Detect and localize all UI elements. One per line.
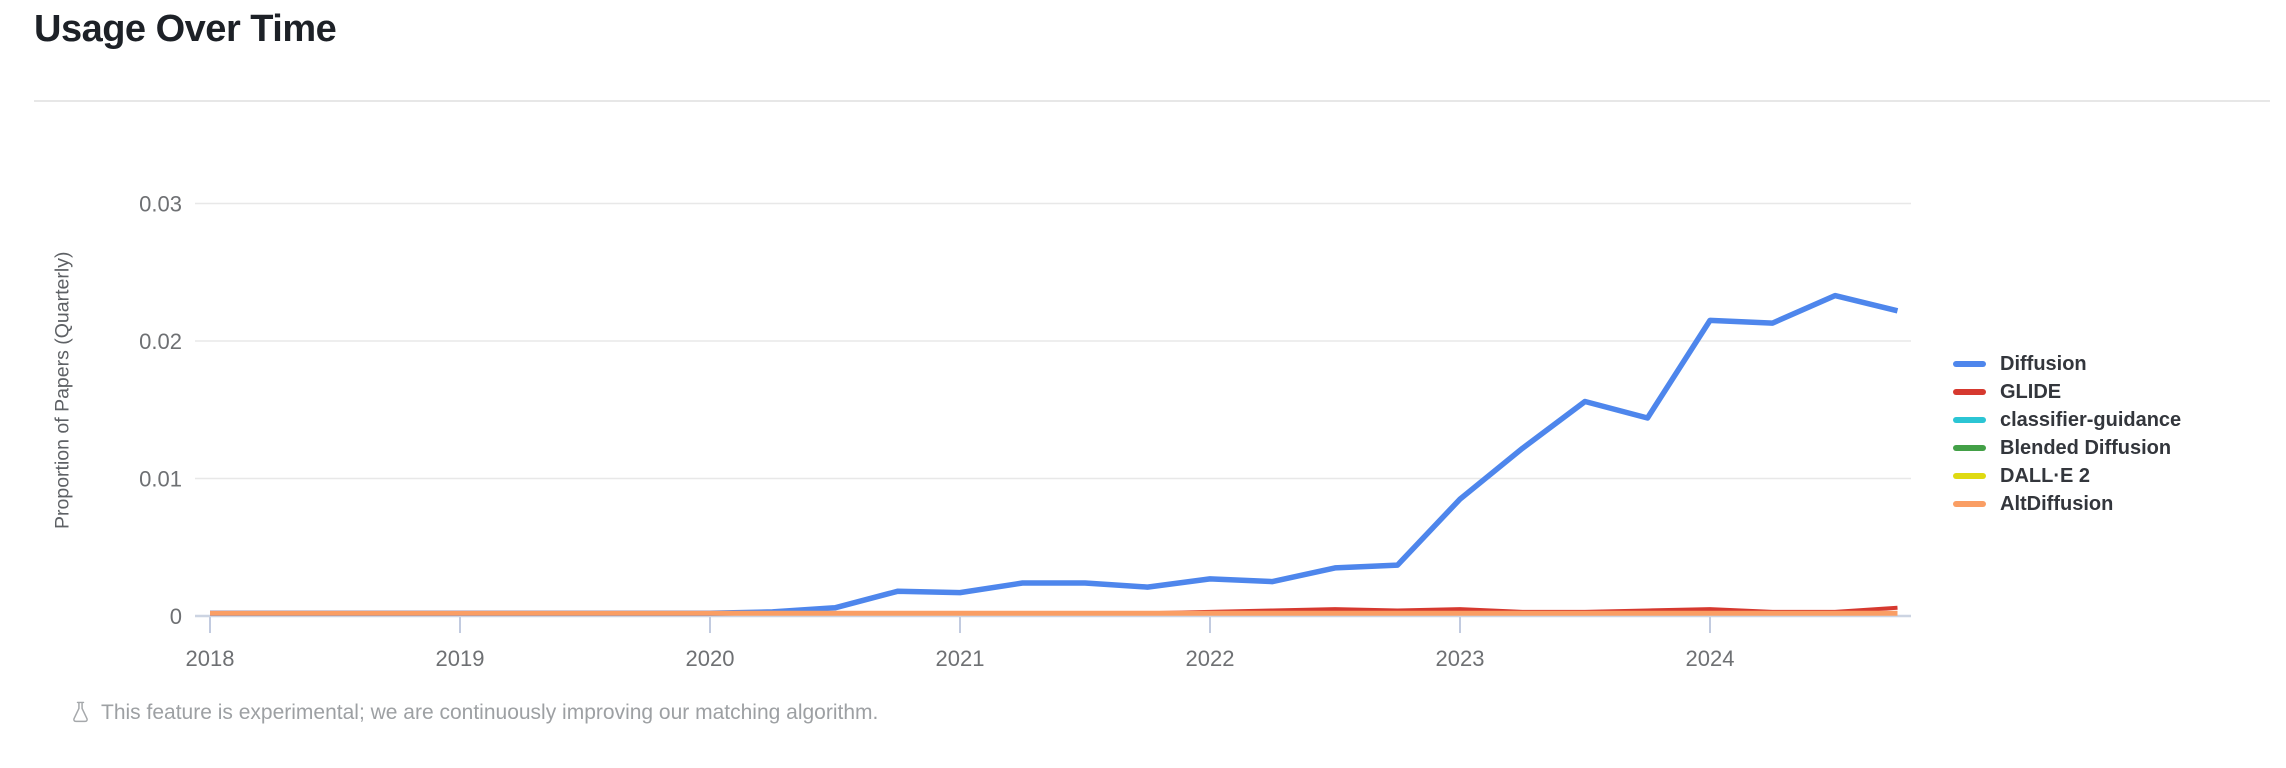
legend-label-glide: GLIDE xyxy=(2000,381,2062,403)
x-tick-label-2023: 2023 xyxy=(1436,646,1485,671)
series-line-diffusion xyxy=(210,292,1899,617)
y-tick-label-0.02: 0.02 xyxy=(139,329,182,354)
legend-swatch-diffusion xyxy=(1953,360,1986,368)
legend-item-blended-diffusion[interactable]: Blended Diffusion xyxy=(1953,434,2286,462)
legend-label-altdiffusion: AltDiffusion xyxy=(2000,493,2114,515)
legend-label-blended-diffusion: Blended Diffusion xyxy=(2000,437,2172,459)
x-tick-label-2019: 2019 xyxy=(436,646,485,671)
header-divider xyxy=(34,100,2270,102)
plot-svg[interactable]: 0 0.01 0.02 0.03 2018 2019 2020 2021 2022 2023 202… xyxy=(0,130,2286,690)
chart-legend: Diffusion GLIDE classifier-guidance Blended… xyxy=(1953,350,2286,518)
flask-icon xyxy=(73,701,88,723)
legend-label-classifier-guidance: classifier-guidance xyxy=(2000,409,2182,431)
experimental-note-text: This feature is experimental; we are con… xyxy=(101,700,879,724)
legend-item-altdiffusion[interactable]: AltDiffusion xyxy=(1953,490,2286,518)
legend-swatch-glide xyxy=(1953,388,1986,396)
x-tick-label-2022: 2022 xyxy=(1186,646,1235,671)
legend-item-dall-e-2[interactable]: DALL·E 2 xyxy=(1953,462,2286,490)
y-tick-label-0.01: 0.01 xyxy=(139,467,182,492)
x-tick-label-2018: 2018 xyxy=(186,646,235,671)
legend-swatch-classifier-guidance xyxy=(1953,416,1986,424)
legend-item-glide[interactable]: GLIDE xyxy=(1953,378,2286,406)
y-tick-label-0: 0 xyxy=(170,604,182,629)
x-tick-label-2021: 2021 xyxy=(936,646,985,671)
x-tick-label-2020: 2020 xyxy=(686,646,735,671)
legend-label-dall-e-2: DALL·E 2 xyxy=(2000,465,2090,487)
experimental-note: This feature is experimental; we are con… xyxy=(70,700,878,725)
usage-chart: Proportion of Papers (Quarterly) 0 0.01 0.… xyxy=(0,130,2286,690)
page-title: Usage Over Time xyxy=(34,8,337,50)
legend-label-diffusion: Diffusion xyxy=(2000,353,2087,375)
x-tick-label-2024: 2024 xyxy=(1686,646,1735,671)
legend-item-diffusion[interactable]: Diffusion xyxy=(1953,350,2286,378)
legend-item-classifier-guidance[interactable]: classifier-guidance xyxy=(1953,406,2286,434)
y-tick-label-0.03: 0.03 xyxy=(139,192,182,217)
legend-swatch-blended-diffusion xyxy=(1953,444,1986,452)
legend-swatch-dall-e-2 xyxy=(1953,472,1986,480)
legend-swatch-altdiffusion xyxy=(1953,500,1986,508)
